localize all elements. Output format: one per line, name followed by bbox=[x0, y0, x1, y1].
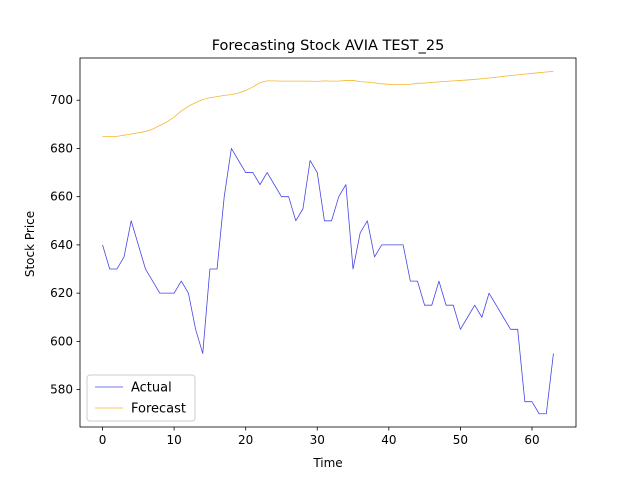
y-axis-ticks: 580 600 620 640 660 680 700 bbox=[50, 93, 80, 397]
x-tick-label: 20 bbox=[238, 433, 253, 447]
legend: Actual Forecast bbox=[86, 374, 196, 422]
legend-label-forecast: Forecast bbox=[131, 402, 186, 417]
y-tick-label: 620 bbox=[50, 286, 73, 300]
x-tick-label: 50 bbox=[453, 433, 468, 447]
x-tick-label: 40 bbox=[381, 433, 396, 447]
y-axis-label: Stock Price bbox=[23, 211, 37, 277]
series-line-forecast bbox=[102, 70, 554, 137]
x-tick-label: 60 bbox=[524, 433, 539, 447]
x-tick-label: 0 bbox=[99, 433, 107, 447]
y-tick-label: 680 bbox=[50, 141, 73, 155]
x-tick-label: 10 bbox=[166, 433, 181, 447]
x-axis-ticks: 0 10 20 30 40 50 60 bbox=[99, 427, 540, 447]
legend-box bbox=[86, 374, 196, 422]
y-tick-label: 580 bbox=[50, 383, 73, 397]
series-line-actual bbox=[102, 148, 554, 415]
y-tick-label: 640 bbox=[50, 238, 73, 252]
plot-area bbox=[79, 57, 577, 428]
y-tick-label: 600 bbox=[50, 334, 73, 348]
axes-frame bbox=[79, 57, 577, 428]
y-tick-label: 660 bbox=[50, 190, 73, 204]
series-layer bbox=[102, 70, 554, 415]
y-tick-label: 700 bbox=[50, 93, 73, 107]
x-axis-label: Time bbox=[312, 456, 342, 470]
chart-title: Forecasting Stock AVIA TEST_25 bbox=[212, 38, 445, 54]
x-tick-label: 30 bbox=[310, 433, 325, 447]
legend-label-actual: Actual bbox=[131, 381, 172, 396]
